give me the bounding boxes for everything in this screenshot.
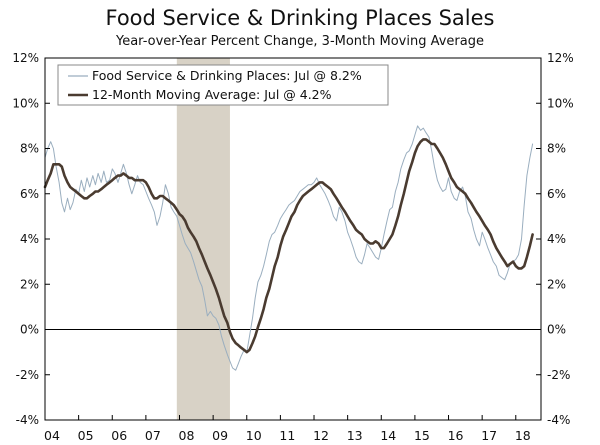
- y-tick-label-right: 2%: [547, 277, 566, 291]
- legend-label-monthly: Food Service & Drinking Places: Jul @ 8.…: [92, 68, 362, 83]
- x-tick-label: 08: [179, 428, 195, 443]
- y-tick-label-left: -4%: [16, 413, 39, 427]
- chart-subtitle: Year-over-Year Percent Change, 3-Month M…: [116, 34, 484, 49]
- y-tick-label-right: 10%: [547, 96, 574, 110]
- x-tick-label: 18: [515, 428, 531, 443]
- plot-frame: [44, 57, 542, 421]
- y-tick-label-right: -2%: [547, 368, 570, 382]
- x-tick-label: 17: [481, 428, 497, 443]
- chart-title: Food Service & Drinking Places Sales: [105, 6, 495, 30]
- y-tick-label-left: 0%: [20, 323, 39, 337]
- x-tick-label: 12: [313, 428, 329, 443]
- monthly-series-line: [44, 125, 534, 371]
- y-tick-label-right: 8%: [547, 142, 566, 156]
- x-tick-label: 07: [145, 428, 161, 443]
- y-tick-label-left: 6%: [20, 187, 39, 201]
- y-tick-label-left: 10%: [12, 96, 39, 110]
- x-tick-label: 05: [78, 428, 94, 443]
- y-tick-label-left: 4%: [20, 232, 39, 246]
- y-tick-label-left: 8%: [20, 142, 39, 156]
- y-tick-label-right: -4%: [547, 413, 570, 427]
- x-tick-label: 04: [44, 428, 60, 443]
- y-tick-label-right: 4%: [547, 232, 566, 246]
- recession-shading: [176, 58, 230, 420]
- legend-box: [57, 64, 389, 106]
- y-tick-label-right: 6%: [547, 187, 566, 201]
- y-tick-label-left: -2%: [16, 368, 39, 382]
- x-tick-label: 15: [414, 428, 430, 443]
- x-tick-label: 10: [246, 428, 262, 443]
- x-tick-label: 09: [212, 428, 228, 443]
- x-tick-label: 14: [380, 428, 396, 443]
- y-tick-label-right: 0%: [547, 323, 566, 337]
- y-tick-label-left: 2%: [20, 277, 39, 291]
- x-tick-label: 13: [347, 428, 363, 443]
- y-tick-label-right: 12%: [547, 51, 574, 65]
- y-tick-label-left: 12%: [12, 51, 39, 65]
- legend-label-moving-average: 12-Month Moving Average: Jul @ 4.2%: [92, 87, 332, 102]
- x-tick-label: 11: [279, 428, 295, 443]
- x-tick-label: 16: [448, 428, 464, 443]
- moving-average-line: [43, 138, 534, 354]
- x-tick-label: 06: [111, 428, 127, 443]
